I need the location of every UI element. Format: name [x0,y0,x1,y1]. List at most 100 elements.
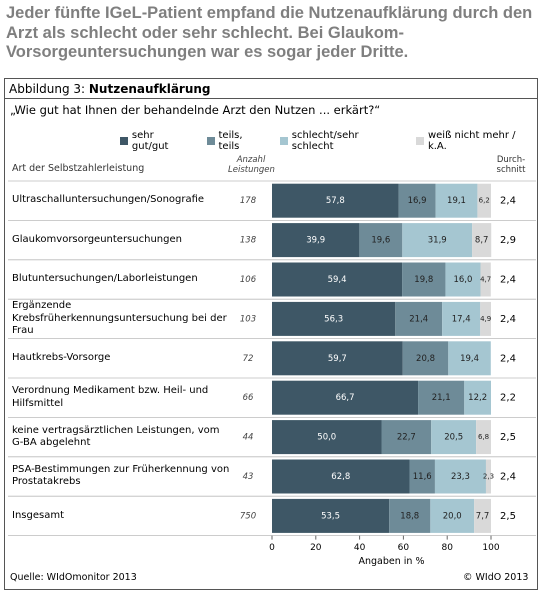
value-label: 20,0 [443,511,462,521]
average-label: 2,5 [500,511,516,522]
bar-segment [472,223,492,258]
value-label: 2,3 [483,473,494,481]
bar-segment [272,380,419,415]
subtitle: „Wie gut hat Ihnen der behandelnde Arzt … [10,103,381,117]
value-label: 59,7 [328,354,347,364]
average-label: 2,4 [500,353,516,364]
average-label: 2,4 [500,275,516,286]
average-label: 2,4 [500,314,516,325]
x-tick-label: 60 [398,543,410,553]
count-label: 750 [240,511,256,521]
bar-segment [272,262,403,297]
count-label: 103 [240,314,256,324]
count-label: 44 [243,433,254,443]
value-label: 19,6 [371,236,390,246]
count-label: 178 [240,196,257,206]
bar-segment [272,420,382,455]
value-label: 16,9 [408,196,427,206]
bar-segment [480,301,491,336]
chart-title: Nutzenaufklärung [88,82,211,96]
bar-segment [402,341,449,376]
category-label: Glaukomvorsorgeuntersuchungen [12,233,182,245]
value-label: 12,2 [468,393,487,403]
count-label: 106 [240,275,257,285]
bar-segment [402,262,446,297]
bar-segment [485,459,491,494]
copyright: © WIdO 2013 [463,572,529,583]
category-label: PSA-Bestimmungen zur Früherkennung von P… [12,463,230,488]
bar-segment [398,183,436,218]
figure-label: Abbildung 3: [9,82,86,96]
value-label: 11,6 [413,472,432,482]
average-label: 2,2 [500,393,516,404]
figure-title-bar: Abbildung 3: Nutzenaufklärung [5,79,537,99]
bar-segment [480,262,491,297]
legend-label: weiß nicht mehr / k.A. [427,130,516,152]
value-label: 19,1 [447,196,466,206]
count-label: 72 [243,354,254,364]
legend-label: schlecht/sehr schlecht [291,130,359,152]
value-label: 20,5 [444,433,463,443]
value-label: 8,7 [475,236,489,246]
bar-segment [477,183,491,218]
value-label: 6,8 [478,433,489,441]
value-label: 7,7 [476,511,490,521]
category-label: Blutuntersuchungen/Laborleistungen [12,273,198,285]
value-label: 31,9 [428,236,447,246]
x-tick-label: 40 [354,543,366,553]
bar-segment [402,223,473,258]
bar-segment [445,262,481,297]
bar-segment [272,223,360,258]
bar-segment [435,183,478,218]
value-label: 66,7 [336,393,355,403]
value-label: 4,9 [480,315,491,323]
value-label: 4,7 [480,276,491,284]
legend-swatch [120,137,128,145]
average-header: Durch- schnitt [496,155,526,175]
value-label: 21,4 [409,314,428,324]
x-axis-label: Angaben in % [359,556,425,567]
x-tick-label: 80 [441,543,453,553]
bar-segment [395,301,443,336]
x-tick-label: 20 [310,543,322,553]
value-label: 6,2 [479,197,490,205]
bar-segment [476,420,491,455]
bar-segment [430,498,475,533]
figure-frame [4,78,538,590]
bar-segment [389,498,431,533]
value-label: 59,4 [328,275,347,285]
value-label: 56,3 [324,314,343,324]
value-label: 20,8 [416,354,435,364]
category-label: Ultraschalluntersuchungen/Sonografie [12,194,205,206]
value-label: 57,8 [326,196,345,206]
count-header: Anzahl Leistungen [228,155,275,175]
source: Quelle: WIdOmonitor 2013 [10,572,137,583]
headline: Jeder fünfte IGeL-Patient empfand die Nu… [6,4,533,61]
bar-segment [474,498,491,533]
bar-segment [272,301,396,336]
value-label: 19,4 [460,354,479,364]
legend-item: sehr gut/gut [120,130,193,152]
bar-segment [272,498,390,533]
bar-segment [381,420,432,455]
value-label: 17,4 [452,314,471,324]
bar-segment [409,459,435,494]
legend-item: weiß nicht mehr / k.A. [416,130,536,152]
legend: sehr gut/gut teils, teils schlecht/sehr sc… [120,130,536,152]
value-label: 39,9 [306,236,325,246]
x-tick-label: 0 [269,543,275,553]
legend-swatch [279,137,288,145]
count-label: 66 [243,393,254,403]
value-label: 23,3 [451,472,470,482]
bar-segment [464,380,491,415]
legend-swatch [206,137,215,145]
bar-segment [272,341,403,376]
category-header: Art der Selbstzahlerleistung [12,163,145,174]
x-tick-label: 100 [482,543,499,553]
bar-segment [418,380,465,415]
category-label: Verordnung Medikament bzw. Heil- und Hil… [12,385,209,409]
legend-label: sehr gut/gut [131,130,169,152]
category-label: Hautkrebs-Vorsorge [12,352,111,364]
value-label: 19,8 [414,275,433,285]
